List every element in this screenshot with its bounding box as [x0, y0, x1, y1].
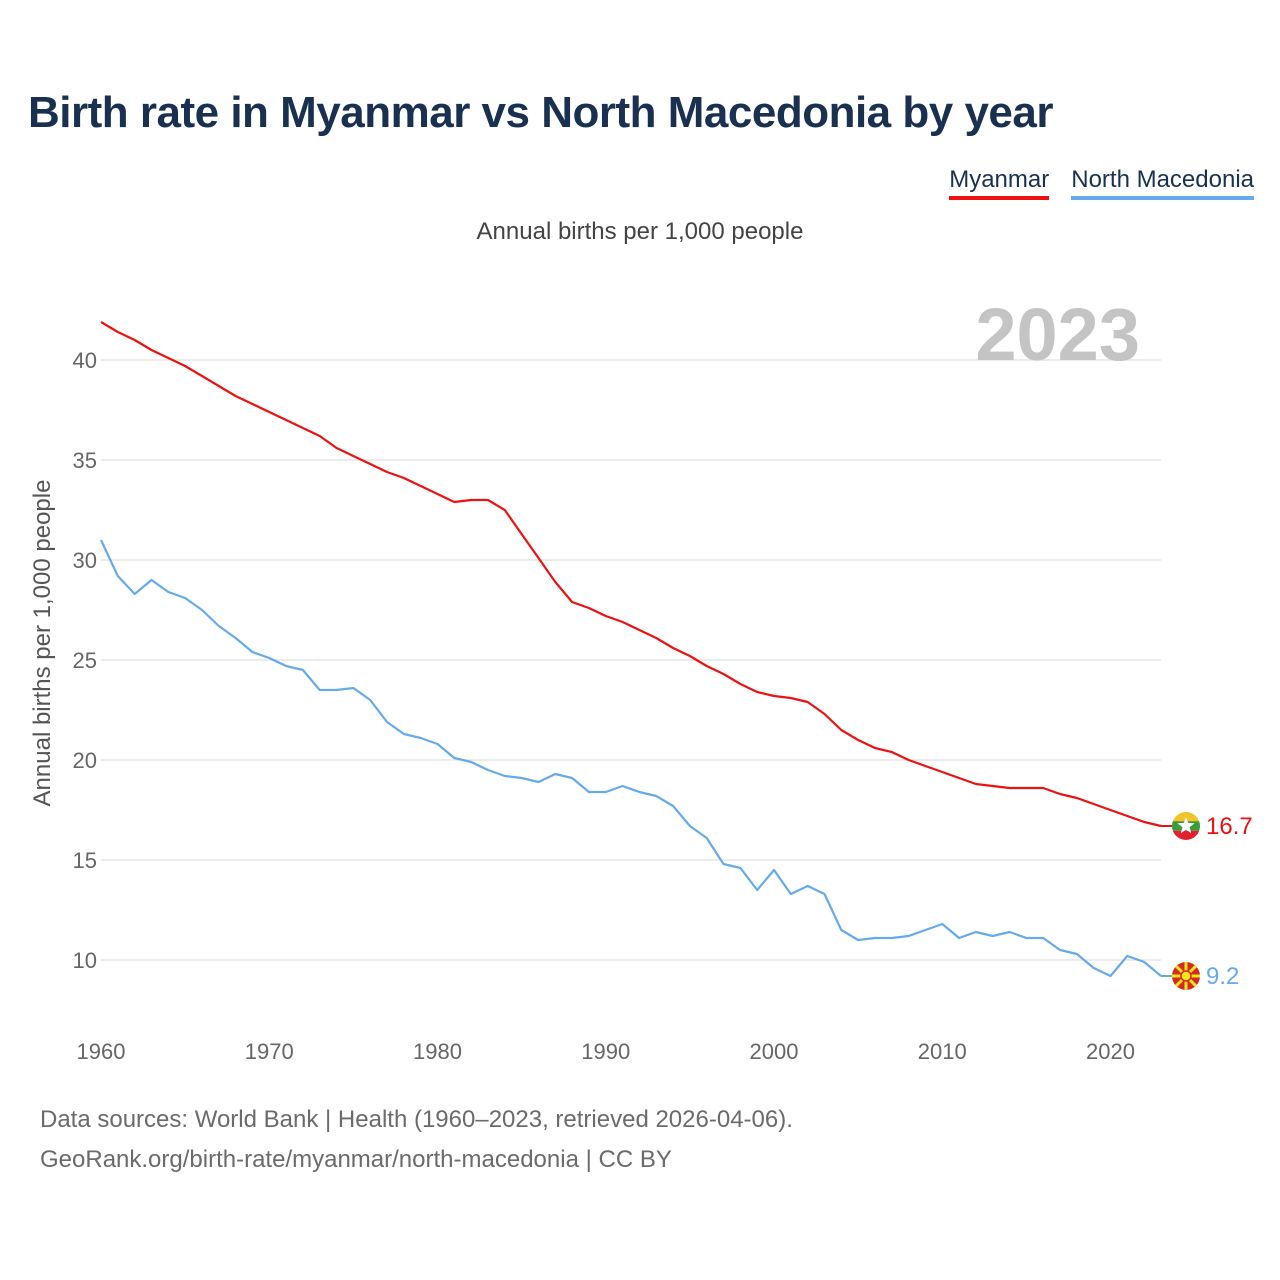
x-tick-2010: 2010: [918, 1039, 967, 1064]
x-axis-ticks: 1960 1970 1980 1990 2000 2010 2020: [77, 1039, 1135, 1064]
flag-icon-myanmar: [1172, 812, 1200, 840]
y-tick-10: 10: [73, 948, 97, 973]
x-tick-1960: 1960: [77, 1039, 126, 1064]
chart-title: Birth rate in Myanmar vs North Macedonia…: [28, 88, 1053, 137]
flag-icon-north-macedonia: [1172, 962, 1200, 990]
year-label: 2023: [975, 293, 1140, 376]
series-line-north-macedonia[interactable]: [100, 539, 1162, 978]
y-tick-35: 35: [73, 448, 97, 473]
y-axis-ticks: 10 15 20 25 30 35 40: [73, 348, 97, 973]
end-label-north-macedonia: 9.2: [1206, 963, 1239, 990]
y-tick-20: 20: [73, 748, 97, 773]
legend-label-north-macedonia: North Macedonia: [1071, 166, 1254, 193]
x-tick-2020: 2020: [1086, 1039, 1135, 1064]
x-tick-1990: 1990: [581, 1039, 630, 1064]
footer-sources: Data sources: World Bank | Health (1960–…: [40, 1106, 793, 1133]
y-tick-30: 30: [73, 548, 97, 573]
y-axis-label: Annual births per 1,000 people: [29, 480, 56, 807]
x-tick-2000: 2000: [750, 1039, 799, 1064]
footer-link[interactable]: GeoRank.org/birth-rate/myanmar/north-mac…: [40, 1146, 672, 1173]
legend-item-north-macedonia[interactable]: North Macedonia: [1071, 166, 1254, 200]
chart-subtitle: Annual births per 1,000 people: [476, 218, 804, 245]
y-tick-15: 15: [73, 848, 97, 873]
legend: Myanmar North Macedonia: [949, 166, 1254, 200]
x-tick-1980: 1980: [413, 1039, 462, 1064]
y-tick-40: 40: [73, 348, 97, 373]
series-end-markers: 16.7 9.2: [1161, 812, 1253, 990]
end-label-myanmar: 16.7: [1206, 813, 1253, 840]
x-tick-1970: 1970: [245, 1039, 294, 1064]
legend-item-myanmar[interactable]: Myanmar: [949, 166, 1050, 200]
series-line-myanmar[interactable]: [100, 321, 1162, 828]
y-tick-25: 25: [73, 648, 97, 673]
series-lines: [100, 321, 1162, 978]
legend-label-myanmar: Myanmar: [949, 166, 1050, 193]
grid-lines: [101, 359, 1161, 961]
